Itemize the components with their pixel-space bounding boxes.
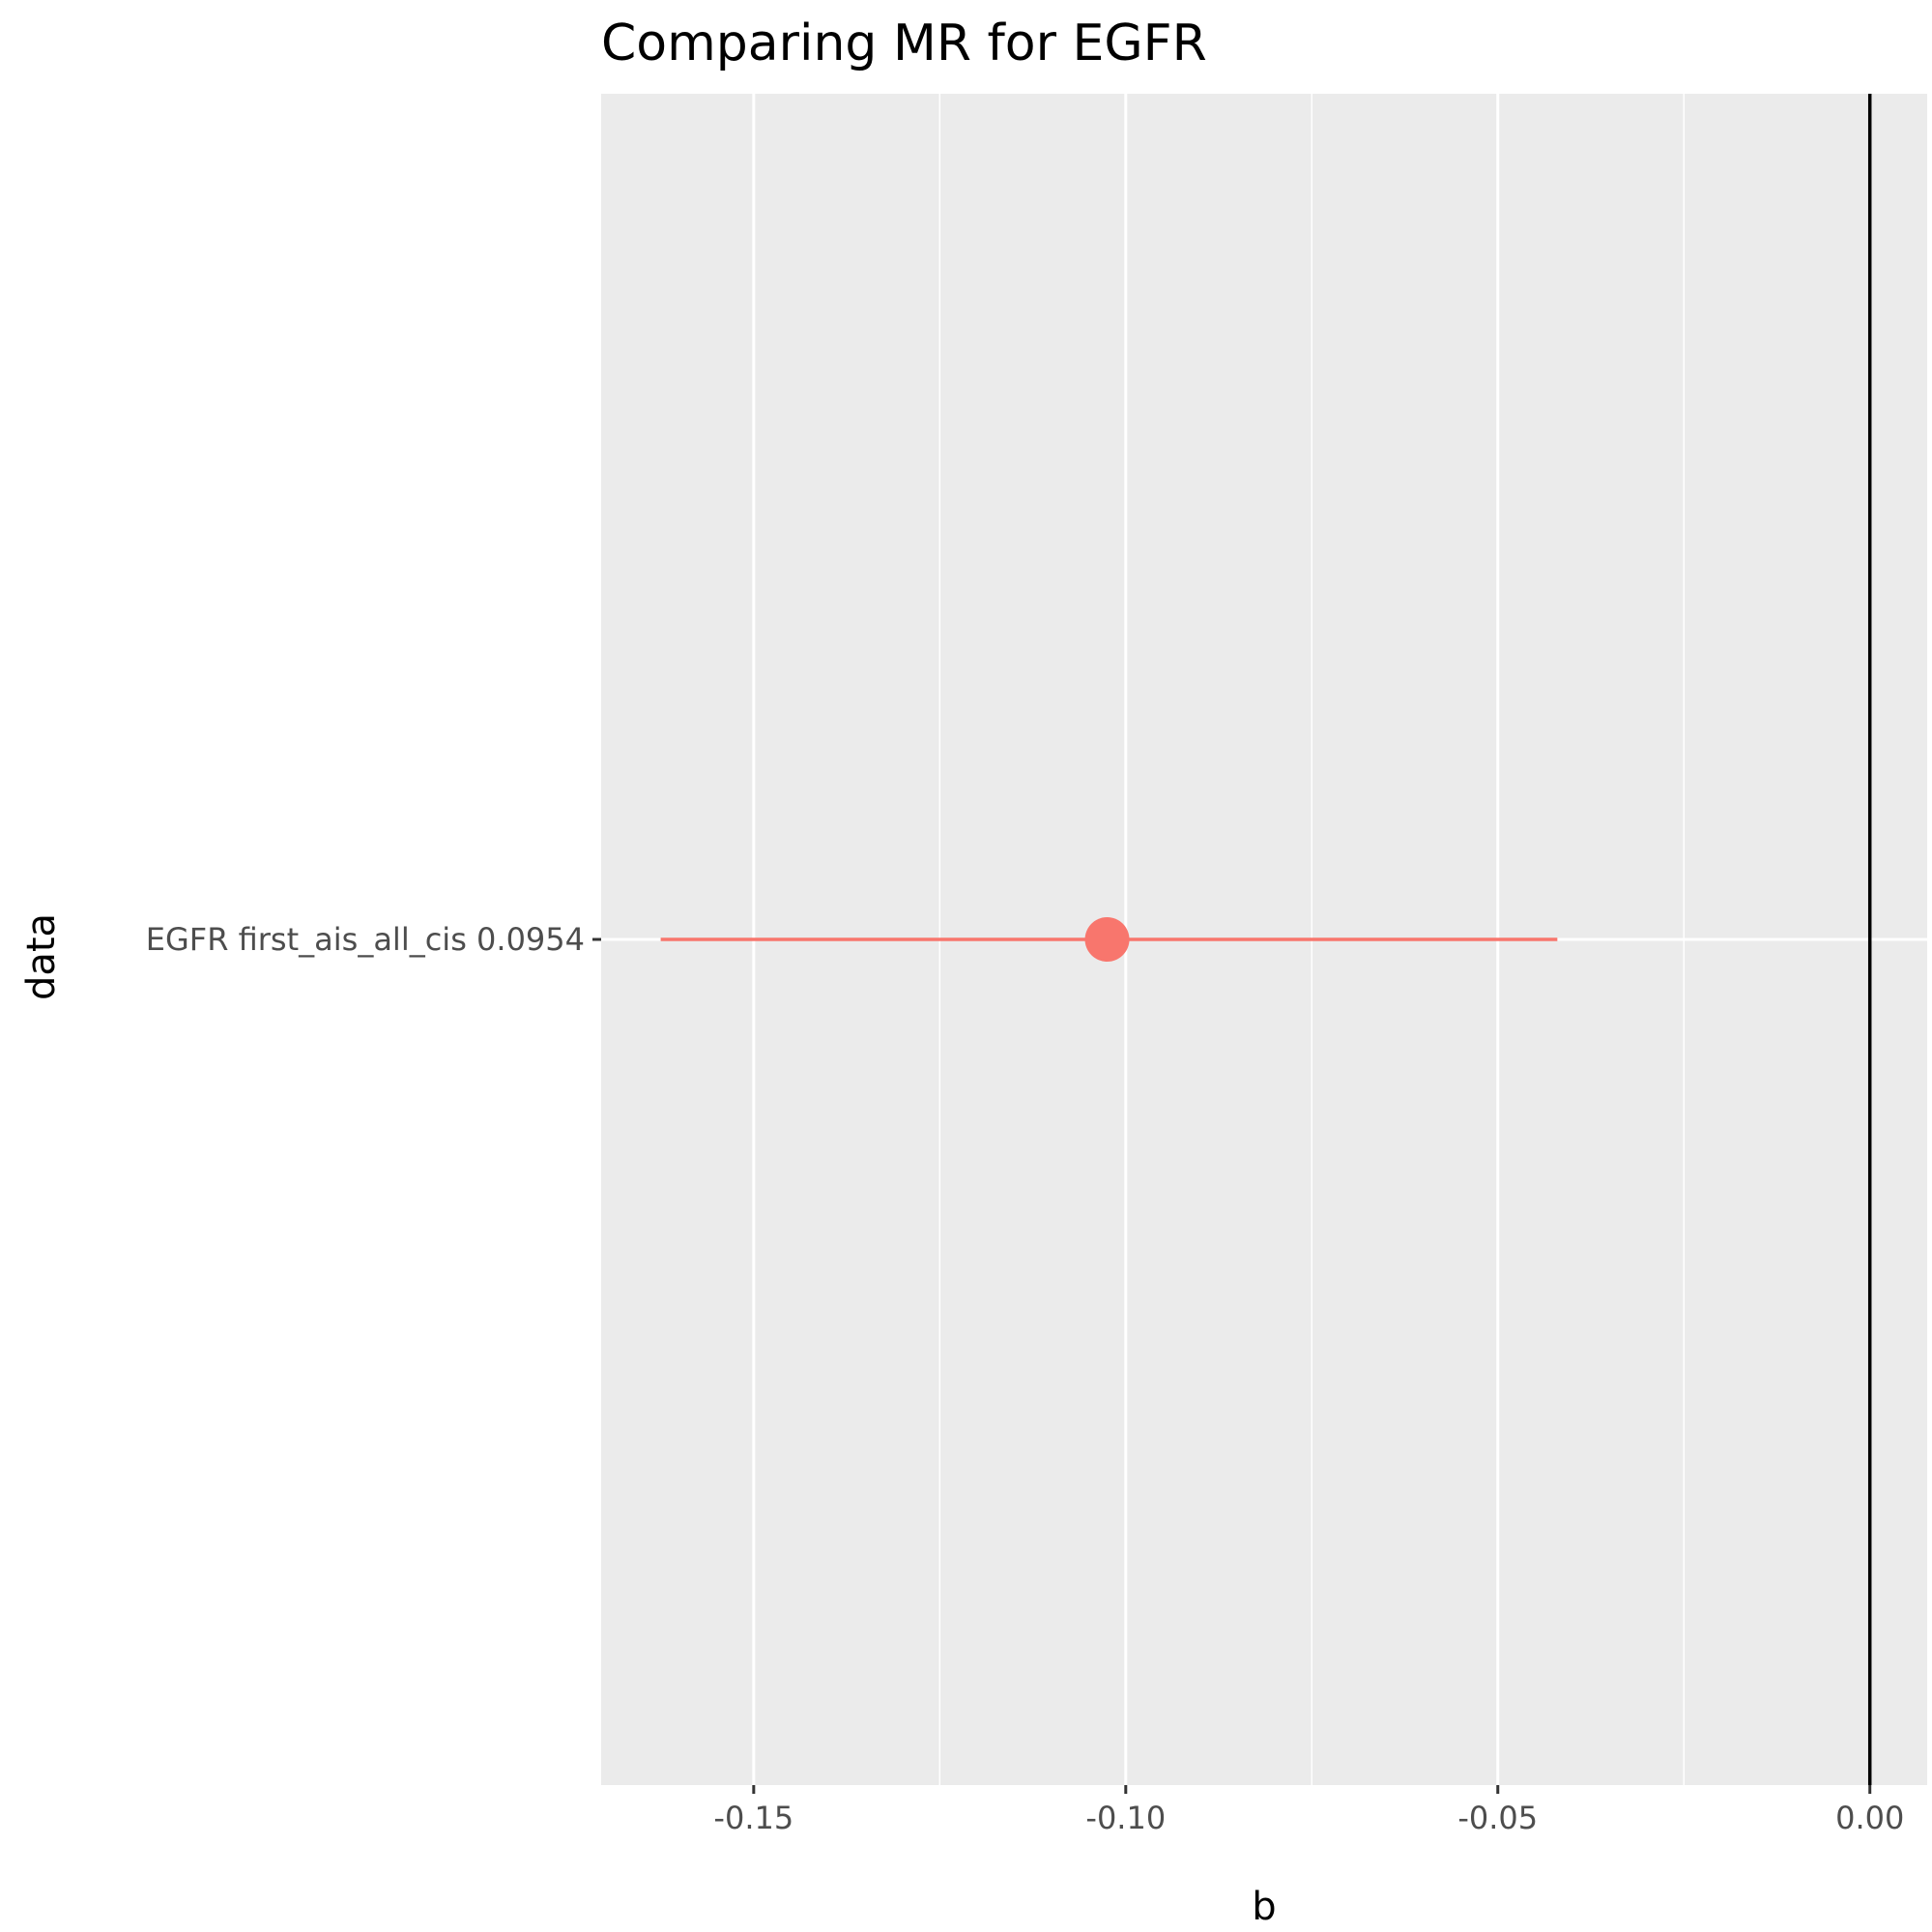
estimate-point (1084, 917, 1130, 962)
y-axis-title: data (19, 913, 64, 1000)
chart-title: Comparing MR for EGFR (601, 14, 1207, 72)
y-axis: EGFR first_ais_all_cis 0.0954 (146, 921, 601, 958)
x-axis-title: b (1252, 1885, 1276, 1929)
data-marks (660, 917, 1558, 962)
y-tick-label: EGFR first_ais_all_cis 0.0954 (146, 921, 585, 958)
x-tick-label: -0.15 (713, 1800, 793, 1836)
x-axis: -0.15 -0.10 -0.05 0.00 (713, 1785, 1904, 1836)
x-tick-label: -0.10 (1085, 1800, 1166, 1836)
x-tick-label: 0.00 (1835, 1800, 1904, 1836)
x-tick-label: -0.05 (1457, 1800, 1538, 1836)
